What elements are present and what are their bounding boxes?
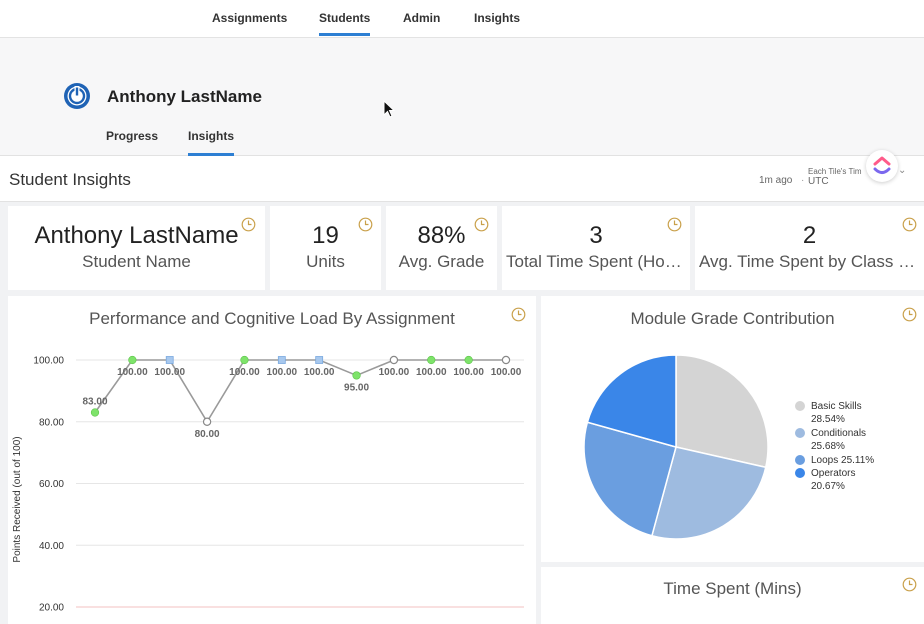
kpi-label: Student Name <box>82 252 191 271</box>
line-chart: Points Received (out of 100) 100.00 80.00 6… <box>12 355 524 614</box>
subtab-progress[interactable]: Progress <box>106 129 159 143</box>
data-label: 100.00 <box>379 367 410 378</box>
legend-swatch <box>795 401 805 411</box>
kpi-tile-total-time: 3 Total Time Spent (Hours) <box>502 206 690 290</box>
legend-value: 25.68% <box>811 441 845 452</box>
kpi-value: 19 <box>312 222 339 249</box>
legend-swatch <box>795 455 805 465</box>
clock-icon[interactable] <box>474 217 489 232</box>
clock-icon[interactable] <box>511 307 526 322</box>
data-point <box>240 355 249 365</box>
y-axis-label: Points Received (out of 100) <box>12 436 23 562</box>
data-point <box>202 417 212 426</box>
data-label: 100.00 <box>267 367 298 378</box>
student-header: Anthony LastName Progress Insights <box>0 38 924 156</box>
pie-slice <box>586 354 677 448</box>
insights-bar: Student Insights 1m ago · Each Tile's Ti… <box>0 156 924 202</box>
pie-slice <box>583 421 677 537</box>
legend-label: Basic Skills <box>811 401 862 412</box>
legend-label: Loops 25.11% <box>811 455 874 466</box>
data-label: 100.00 <box>453 367 484 378</box>
data-point <box>165 356 174 364</box>
chart-title: Time Spent (Mins) <box>663 579 802 598</box>
nav-tab-students[interactable]: Students <box>319 11 371 36</box>
kpi-label: Avg. Grade <box>398 252 485 271</box>
clock-icon[interactable] <box>902 307 917 322</box>
pie-slice <box>650 446 767 540</box>
kpi-tile-units: 19 Units <box>270 206 381 290</box>
clock-icon[interactable] <box>902 217 917 232</box>
performance-chart-tile: Performance and Cognitive Load By Assign… <box>8 296 536 624</box>
timezone-value[interactable]: UTC <box>808 176 829 187</box>
subtab-insights[interactable]: Insights <box>188 129 235 156</box>
data-point <box>464 355 473 365</box>
legend-label: Conditionals <box>811 428 866 439</box>
student-name: Anthony LastName <box>107 87 262 106</box>
legend-value: 28.54% <box>811 414 845 425</box>
y-tick-label: 60.00 <box>39 479 64 490</box>
kpi-value: 88% <box>417 222 466 249</box>
y-tick-label: 20.00 <box>39 603 64 614</box>
power-icon <box>64 83 90 109</box>
chart-title: Performance and Cognitive Load By Assign… <box>89 309 455 328</box>
nav-tab-assignments[interactable]: Assignments <box>212 11 288 25</box>
kpi-label: Avg. Time Spent by Class (Mins) <box>699 252 920 271</box>
clock-icon[interactable] <box>667 217 682 232</box>
time-spent-tile: Time Spent (Mins) <box>541 567 924 624</box>
y-tick-label: 100.00 <box>33 356 64 367</box>
data-point <box>501 355 511 365</box>
data-point <box>315 356 324 364</box>
kpi-tile-avg-grade: 88% Avg. Grade <box>386 206 497 290</box>
clock-icon[interactable] <box>902 577 917 592</box>
pie-slice <box>675 354 769 469</box>
insights-title: Student Insights <box>9 170 131 189</box>
data-label: 100.00 <box>491 367 522 378</box>
nav-tab-admin[interactable]: Admin <box>403 11 441 25</box>
data-point <box>90 408 100 417</box>
data-label: 100.00 <box>229 367 260 378</box>
data-label: 95.00 <box>344 382 369 393</box>
top-nav: Assignments Students Admin Insights <box>0 0 924 38</box>
y-tick-label: 40.00 <box>39 541 64 552</box>
chart-title: Module Grade Contribution <box>630 309 835 328</box>
data-label: 100.00 <box>154 367 185 378</box>
timezone-label: Each Tile's Tim <box>808 167 862 176</box>
legend-swatch <box>795 428 805 438</box>
kpi-tile-avg-time-by-class: 2 Avg. Time Spent by Class (Mins) <box>695 206 924 290</box>
data-point <box>389 355 399 365</box>
clickup-icon <box>873 156 891 174</box>
kpi-label: Units <box>306 252 345 271</box>
data-label: 100.00 <box>304 367 335 378</box>
series-line <box>94 359 506 424</box>
nav-tab-insights[interactable]: Insights <box>474 11 521 25</box>
data-label: 83.00 <box>82 396 107 407</box>
chevron-down-icon[interactable]: ⌄ <box>898 165 907 176</box>
kpi-tile-student-name: Anthony LastName Student Name <box>8 206 265 290</box>
pie-chart: Basic Skills 28.54% Conditionals 25.68% Loop… <box>583 354 874 540</box>
clickup-logo-button[interactable] <box>866 150 898 182</box>
legend-swatch <box>795 468 805 478</box>
data-point <box>352 371 361 380</box>
y-tick-label: 80.00 <box>39 417 64 428</box>
module-grade-tile: Module Grade Contribution Basic Skills 28… <box>541 296 924 562</box>
data-point <box>277 356 286 364</box>
data-label: 100.00 <box>416 367 447 378</box>
legend-label: Operators <box>811 468 855 479</box>
kpi-value: 3 <box>589 222 603 249</box>
data-label: 80.00 <box>195 429 220 440</box>
data-point <box>128 355 137 365</box>
separator-dot: · <box>801 175 805 186</box>
clock-icon[interactable] <box>241 217 256 232</box>
legend-value: 20.67% <box>811 481 845 492</box>
data-label: 100.00 <box>117 367 148 378</box>
last-updated: 1m ago <box>759 175 793 186</box>
clock-icon[interactable] <box>358 217 373 232</box>
data-point <box>427 355 436 365</box>
kpi-value: 2 <box>802 222 817 249</box>
kpi-label: Total Time Spent (Hours) <box>506 252 686 271</box>
kpi-value: Anthony LastName <box>34 222 239 249</box>
mouse-cursor-icon <box>383 100 396 118</box>
